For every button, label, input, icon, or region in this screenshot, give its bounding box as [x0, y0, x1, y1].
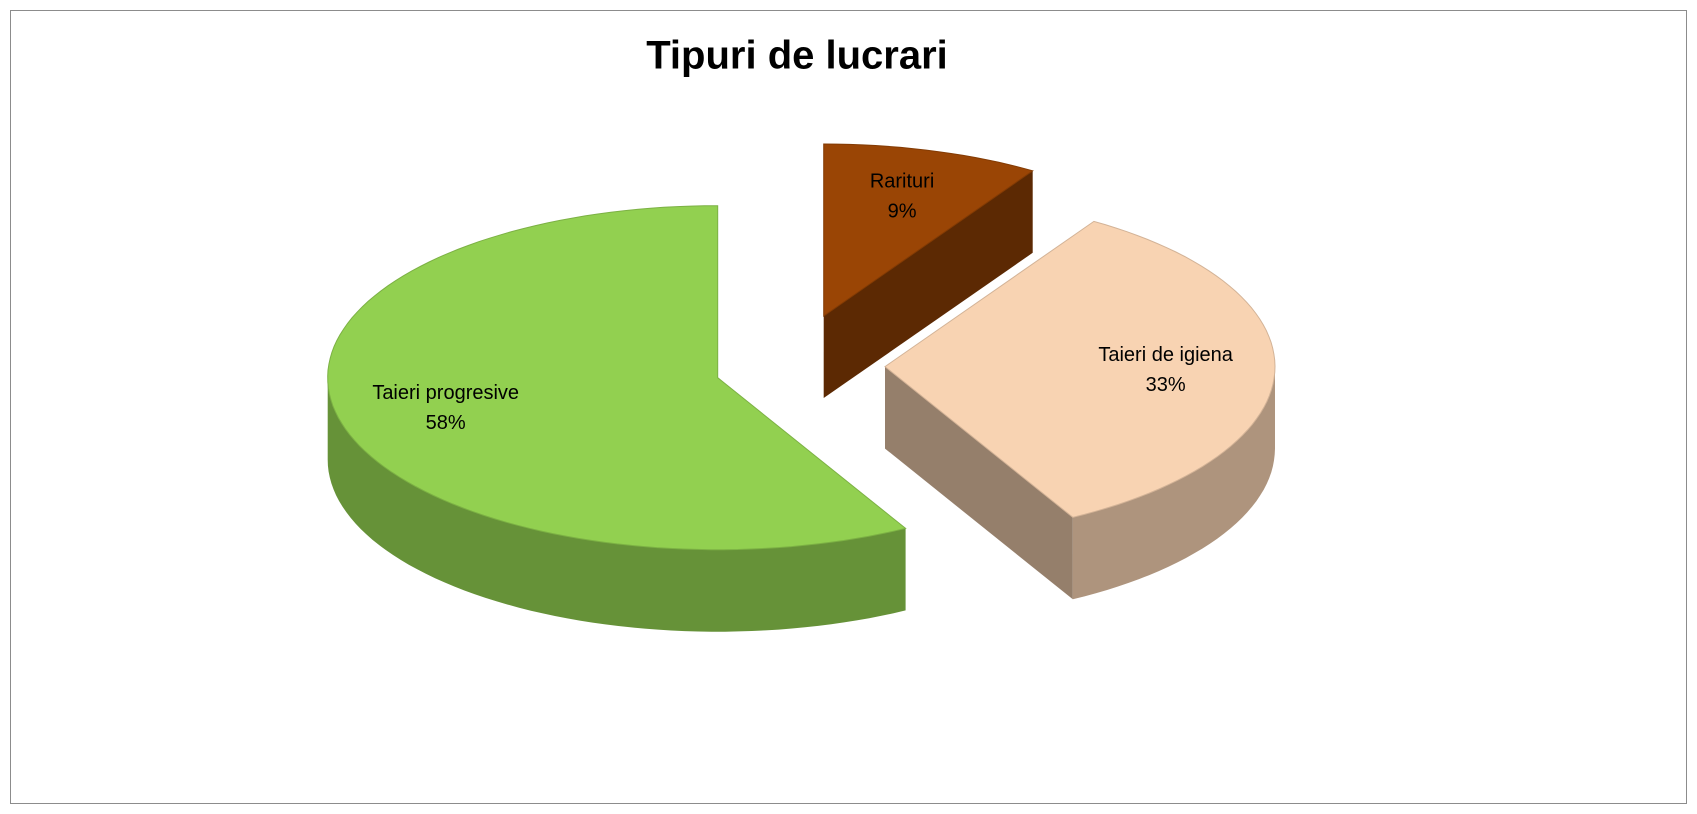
slice-label: Taieri progresive [372, 382, 519, 404]
slice-side [885, 366, 1073, 600]
slice-value-label: 33% [1146, 374, 1186, 396]
slice-rim [327, 377, 906, 632]
chart-title: Tipuri de lucrari [646, 34, 948, 78]
slice: Taieri progresive 58% [327, 205, 907, 632]
slice [884, 220, 1276, 518]
slice [823, 143, 1034, 317]
slice-value-label: 9% [888, 200, 917, 222]
slice: Taieri de igiena 33% [884, 220, 1276, 600]
slice-label: Taieri de igiena [1098, 344, 1233, 366]
slice-value-label: 58% [426, 412, 466, 434]
chart-border [10, 10, 1687, 804]
slice: Rarituri 9% [823, 143, 1034, 398]
slice-side [823, 170, 1033, 398]
slice [327, 205, 907, 551]
slice-label: Rarituri [870, 170, 934, 192]
slice-rim [1072, 366, 1275, 600]
